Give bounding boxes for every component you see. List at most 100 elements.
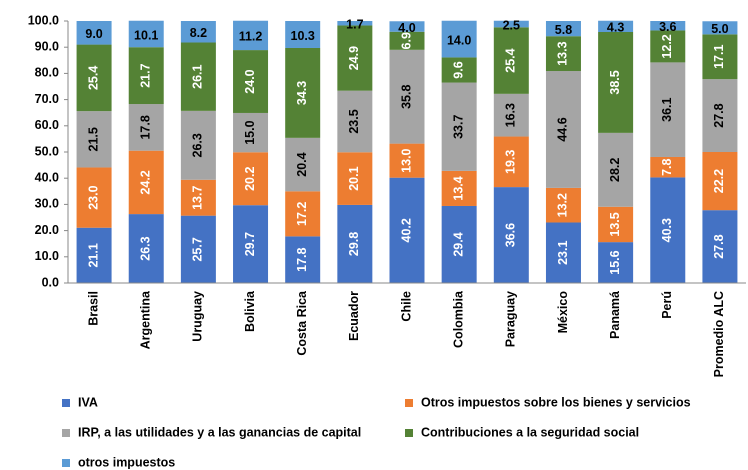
bar-segment — [493, 27, 529, 94]
y-tick-label: 0.0 — [42, 275, 59, 289]
value-label: 29.7 — [243, 232, 257, 256]
bar-segment — [389, 143, 425, 178]
x-tick-label: Brasil — [86, 291, 100, 326]
x-tick-label: Perú — [660, 291, 674, 319]
value-label: 13.0 — [399, 148, 413, 172]
bar-segment — [702, 21, 738, 35]
value-label: 10.1 — [134, 28, 158, 42]
value-label: 13.2 — [556, 193, 570, 217]
bar-segment — [180, 179, 216, 216]
value-label: 24.2 — [139, 170, 153, 194]
value-label: 44.6 — [556, 117, 570, 141]
x-tick-label: Uruguay — [191, 291, 205, 342]
value-label: 23.5 — [347, 109, 361, 133]
y-tick-label: 90.0 — [35, 39, 59, 53]
value-label: 4.0 — [398, 21, 415, 35]
value-label: 7.8 — [660, 158, 674, 175]
bar-segment — [233, 50, 269, 113]
value-label: 20.1 — [347, 166, 361, 190]
y-tick-label: 100.0 — [28, 13, 59, 27]
x-tick-label: Costa Rica — [295, 290, 309, 356]
bar-segment — [285, 21, 321, 48]
x-tick-label: Colombia — [451, 290, 465, 348]
value-label: 25.4 — [504, 48, 518, 72]
bar-segment — [285, 47, 321, 138]
bar-segment — [650, 177, 686, 283]
x-tick-label: Promedio ALC — [712, 291, 726, 377]
value-label: 26.3 — [191, 133, 205, 157]
bar-segment — [337, 25, 373, 91]
bar-segment — [337, 21, 373, 26]
x-tick-label: Chile — [399, 291, 413, 322]
bar-segment — [598, 242, 634, 283]
legend-swatch — [62, 429, 70, 437]
bar-segment — [441, 170, 477, 206]
value-label: 13.5 — [608, 212, 622, 236]
bar-segment — [389, 49, 425, 144]
value-label: 29.8 — [347, 232, 361, 256]
y-tick-label: 60.0 — [35, 118, 59, 132]
bar-segment — [285, 191, 321, 237]
bar-segment — [598, 32, 634, 133]
bar-segment — [337, 90, 373, 153]
value-label: 38.5 — [608, 70, 622, 94]
value-label: 16.3 — [504, 103, 518, 127]
bar-segment — [545, 71, 581, 188]
value-label: 24.9 — [347, 46, 361, 70]
value-label: 23.1 — [556, 241, 570, 265]
value-label: 5.8 — [555, 23, 572, 37]
bar-segment — [233, 112, 269, 153]
bar-segment — [598, 206, 634, 243]
bar-segment — [545, 222, 581, 283]
bar-segment — [285, 137, 321, 192]
value-label: 15.6 — [608, 250, 622, 274]
y-tick-label: 70.0 — [35, 92, 59, 106]
value-label: 36.6 — [504, 223, 518, 247]
bar-segment — [285, 236, 321, 283]
value-label: 23.0 — [86, 185, 100, 209]
bar-segment — [76, 111, 112, 168]
y-tick-label: 40.0 — [35, 170, 59, 184]
value-label: 34.3 — [295, 81, 309, 105]
bar-segment — [598, 20, 634, 33]
y-tick-label: 80.0 — [35, 66, 59, 80]
bar-segment — [441, 57, 477, 83]
bar-segment — [337, 204, 373, 283]
bar-segment — [128, 214, 164, 283]
value-label: 40.3 — [660, 218, 674, 242]
y-tick-label: 50.0 — [35, 144, 59, 158]
bar-segment — [545, 21, 581, 37]
bar-segment — [650, 30, 686, 63]
bar-segment — [702, 210, 738, 283]
value-label: 6.9 — [399, 32, 413, 49]
bar-segment — [180, 42, 216, 111]
bar-segment — [650, 156, 686, 178]
value-label: 15.0 — [243, 120, 257, 144]
value-label: 17.8 — [139, 115, 153, 139]
value-label: 8.2 — [190, 26, 207, 40]
value-label: 13.3 — [556, 41, 570, 65]
value-label: 17.2 — [295, 202, 309, 226]
value-label: 26.3 — [139, 236, 153, 260]
value-label: 17.1 — [712, 45, 726, 69]
value-label: 26.1 — [191, 64, 205, 88]
bar-segment — [128, 104, 164, 151]
value-label: 20.4 — [295, 152, 309, 176]
value-label: 10.3 — [291, 29, 315, 43]
value-label: 19.3 — [504, 150, 518, 174]
value-label: 33.7 — [451, 115, 465, 139]
value-label: 25.7 — [191, 237, 205, 261]
value-label: 27.8 — [712, 234, 726, 258]
legend-label: Otros impuestos sobre los bienes y servi… — [421, 395, 691, 409]
value-label: 29.4 — [451, 232, 465, 256]
bar-segment — [493, 187, 529, 283]
y-tick-label: 10.0 — [35, 249, 59, 263]
x-tick-label: Bolivia — [243, 290, 257, 332]
bar-segment — [76, 227, 112, 283]
value-label: 1.7 — [346, 18, 363, 32]
value-label: 14.0 — [447, 33, 471, 47]
legend-swatch — [405, 399, 413, 407]
legend-label: Contribuciones a la seguridad social — [421, 425, 639, 439]
y-tick-label: 30.0 — [35, 197, 59, 211]
